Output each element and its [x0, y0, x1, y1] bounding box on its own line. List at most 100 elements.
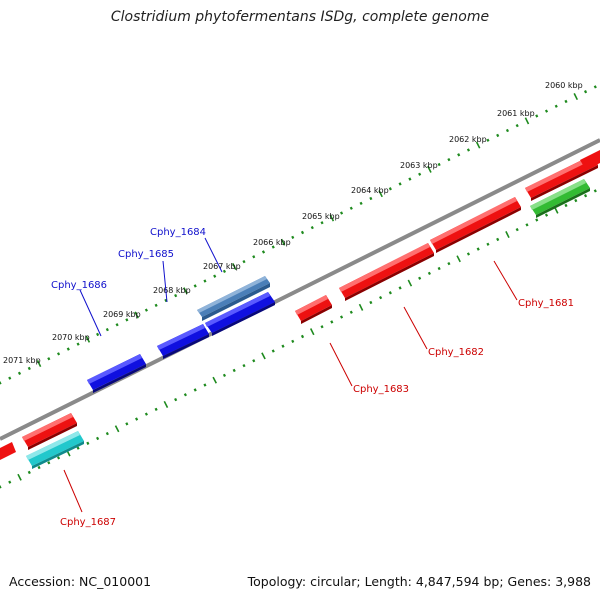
gene-cphy-1683[interactable] — [295, 295, 332, 324]
ruler-minor-tick — [330, 320, 334, 324]
ruler-minor-tick — [193, 388, 197, 392]
ruler-minor-tick — [222, 373, 226, 377]
ruler-major-tick — [427, 165, 432, 173]
ruler-minor-tick — [593, 85, 597, 89]
ruler-major-tick — [134, 311, 139, 319]
ruler-major-tick — [36, 360, 42, 368]
ruler-minor-tick — [544, 213, 549, 217]
ruler-minor-tick — [535, 218, 539, 222]
ruler-minor-tick — [584, 194, 588, 198]
ruler-minor-tick — [57, 456, 61, 460]
ruler-minor-tick — [369, 196, 373, 201]
lower-label-leaders — [63, 260, 518, 513]
ruler-minor-tick — [125, 318, 129, 322]
gene-green[interactable] — [530, 179, 590, 218]
ruler-minor-tick — [320, 325, 324, 329]
gene-cyan[interactable] — [26, 431, 84, 469]
ruler-minor-tick — [359, 201, 363, 206]
ruler-major-tick — [231, 262, 237, 270]
ruler-major-tick — [17, 473, 22, 481]
ruler-minor-tick — [340, 315, 344, 319]
ruler-minor-tick — [213, 274, 217, 278]
ruler-minor-tick — [252, 255, 256, 259]
ruler-minor-tick — [203, 279, 207, 283]
ruler-minor-tick — [584, 90, 588, 94]
gene-cphy-1685b[interactable] — [157, 324, 209, 359]
tick-label-2069: 2069 kbp — [103, 310, 141, 319]
tick-label-2067: 2067 kbp — [203, 262, 241, 271]
ruler-minor-tick — [515, 227, 519, 232]
tick-label-2063: 2063 kbp — [400, 161, 438, 170]
ruler-minor-tick — [154, 303, 158, 307]
ruler-minor-tick — [388, 291, 392, 295]
ruler-minor-tick — [447, 157, 451, 162]
tick-label-2066: 2066 kbp — [253, 238, 291, 247]
ruler-upper — [0, 85, 597, 385]
gene-cphy-1681-b[interactable] — [580, 150, 600, 170]
ruler-minor-tick — [564, 99, 568, 104]
ruler-major-tick — [280, 238, 286, 246]
ruler-minor-tick — [115, 323, 119, 327]
ruler-minor-tick — [203, 383, 207, 387]
ruler-minor-tick — [242, 363, 246, 368]
gene-label-cphy-1681[interactable]: Cphy_1681 — [518, 298, 574, 309]
ruler-minor-tick — [164, 298, 168, 303]
ruler-major-tick — [212, 376, 218, 384]
ruler-major-tick — [475, 141, 481, 149]
kbp-scale: 2060 kbp 2061 kbp 2062 kbp 2063 kbp 2064… — [3, 81, 583, 365]
gene-cphy-1687-b[interactable] — [0, 442, 16, 460]
gene-cphy-1687-a[interactable] — [22, 413, 77, 450]
ruler-minor-tick — [486, 242, 490, 246]
ruler-minor-tick — [183, 393, 187, 397]
ruler-minor-tick — [349, 310, 353, 314]
tick-label-2060: 2060 kbp — [545, 81, 583, 90]
ruler-minor-tick — [281, 344, 285, 348]
gene-label-cphy-1686[interactable]: Cphy_1686 — [51, 280, 107, 291]
ruler-minor-tick — [466, 148, 470, 152]
gene-label-cphy-1682[interactable]: Cphy_1682 — [428, 347, 484, 358]
ruler-minor-tick — [398, 286, 402, 290]
gene-cphy-1682-a[interactable] — [430, 197, 521, 253]
gene-cphy-1684[interactable] — [197, 276, 270, 321]
tick-label-2062: 2062 kbp — [449, 135, 487, 144]
ruler-minor-tick — [496, 237, 500, 242]
ruler-minor-tick — [125, 422, 129, 426]
ruler-minor-tick — [300, 230, 305, 235]
ruler-minor-tick — [466, 252, 470, 256]
gene-label-cphy-1685[interactable]: Cphy_1685 — [118, 249, 174, 260]
ruler-minor-tick — [379, 295, 383, 300]
ruler-minor-tick — [0, 485, 2, 489]
ruler-minor-tick — [27, 470, 31, 475]
ruler-minor-tick — [193, 284, 197, 288]
gene-cphy-1686[interactable] — [87, 354, 146, 393]
ruler-minor-tick — [27, 366, 31, 371]
gene-cphy-1682-b[interactable] — [339, 243, 434, 301]
ruler-minor-tick — [554, 104, 558, 108]
gene-cphy-1685a[interactable] — [205, 292, 275, 336]
ruler-minor-tick — [564, 203, 568, 208]
ruler-major-tick — [85, 335, 91, 343]
gene-label-cphy-1683[interactable]: Cphy_1683 — [353, 384, 409, 395]
gene-label-cphy-1684[interactable]: Cphy_1684 — [150, 227, 206, 238]
ruler-minor-tick — [437, 266, 441, 271]
ruler-minor-tick — [105, 431, 109, 436]
ruler-minor-tick — [144, 412, 148, 416]
ruler-minor-tick — [291, 235, 295, 239]
ruler-minor-tick — [232, 368, 236, 373]
ruler-major-tick — [505, 231, 510, 239]
gene-label-cphy-1687[interactable]: Cphy_1687 — [60, 517, 116, 528]
ruler-minor-tick — [349, 206, 353, 210]
ruler-minor-tick — [8, 480, 12, 484]
ruler-major-tick — [261, 352, 266, 360]
ruler-minor-tick — [496, 133, 500, 138]
ruler-minor-tick — [418, 276, 422, 280]
ruler-minor-tick — [66, 347, 70, 351]
ruler-minor-tick — [593, 189, 597, 193]
ruler-minor-tick — [525, 223, 529, 227]
ruler-minor-tick — [535, 114, 539, 118]
ruler-minor-tick — [398, 182, 402, 186]
ruler-minor-tick — [17, 371, 22, 375]
tick-label-2065: 2065 kbp — [302, 212, 340, 221]
ruler-major-tick — [407, 279, 413, 287]
gene-cphy-1681-a[interactable] — [525, 155, 598, 201]
